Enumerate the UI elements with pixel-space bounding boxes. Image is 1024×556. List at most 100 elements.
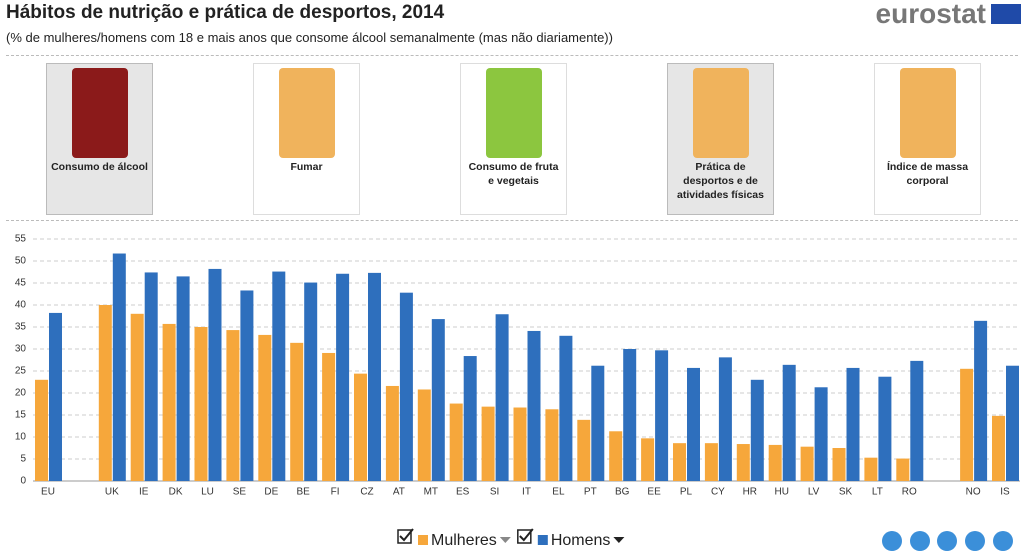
share-button[interactable] (910, 531, 930, 551)
bar (399, 292, 413, 481)
x-tick-label: LV (808, 487, 820, 498)
share-button[interactable] (937, 531, 957, 551)
x-tick-label: EU (41, 487, 55, 498)
x-tick-label: CY (711, 487, 725, 498)
tile-icon (693, 68, 749, 158)
share-button[interactable] (882, 531, 902, 551)
tile-label: Fumar (290, 161, 323, 173)
tile[interactable]: Fumar (253, 63, 360, 215)
legend-dropdown[interactable] (613, 537, 625, 543)
legend-label[interactable]: Mulheres (431, 532, 497, 549)
legend-dropdown[interactable] (499, 537, 511, 543)
bar (864, 457, 878, 481)
x-tick-label: BG (615, 487, 630, 498)
bar (49, 312, 62, 481)
divider (6, 55, 1018, 56)
y-tick-label: 15 (15, 410, 27, 421)
bar (527, 330, 541, 481)
bar (463, 356, 477, 481)
y-tick-label: 20 (15, 388, 27, 399)
x-tick-label: DK (169, 487, 183, 498)
tile-label: Prática de desportos e de atividades fís… (677, 161, 764, 201)
y-tick-label: 35 (15, 322, 27, 333)
x-tick-label: IE (139, 487, 149, 498)
tile[interactable]: Consumo de fruta e vegetais (460, 63, 567, 215)
bar (368, 272, 381, 481)
bar (322, 352, 336, 481)
tile-label: Consumo de fruta e vegetais (468, 161, 559, 187)
bar (417, 389, 431, 481)
bar (814, 387, 828, 481)
tile-icon (279, 68, 335, 158)
tile[interactable]: Consumo de álcool (46, 63, 153, 215)
bar (623, 349, 637, 481)
y-tick-label: 5 (20, 454, 26, 465)
bar (481, 406, 495, 481)
y-tick-label: 10 (15, 432, 27, 443)
bar (750, 379, 764, 481)
x-tick-label: SK (839, 487, 853, 498)
bar (878, 376, 892, 481)
tile-icon (72, 68, 128, 158)
bar (846, 367, 860, 481)
bar (144, 272, 158, 481)
bar (687, 367, 700, 481)
y-tick-label: 45 (15, 278, 27, 289)
bar (240, 290, 254, 481)
x-tick-label: CZ (360, 487, 373, 498)
bar (641, 438, 655, 481)
y-tick-label: 40 (15, 300, 27, 311)
title: Hábitos de nutrição e prática de desport… (6, 2, 445, 23)
x-tick-label: IT (522, 487, 531, 498)
bar (782, 364, 796, 481)
divider (6, 220, 1018, 221)
bar (208, 268, 222, 481)
bar (768, 444, 782, 481)
tile[interactable]: Índice de massa corporal (874, 63, 981, 215)
bar (354, 373, 367, 481)
bar (832, 448, 846, 481)
x-tick-label: IS (1000, 487, 1010, 498)
bar (98, 305, 112, 481)
legend-checkbox[interactable] (397, 529, 412, 544)
share-button[interactable] (993, 531, 1013, 551)
bar (591, 365, 605, 481)
subtitle: (% de mulheres/homens com 18 e mais anos… (6, 30, 613, 45)
y-tick-label: 55 (15, 234, 27, 245)
x-tick-label: RO (902, 487, 917, 498)
bar (304, 282, 318, 481)
bar (495, 314, 509, 481)
bar (385, 385, 399, 481)
bar (112, 253, 126, 481)
bar (336, 273, 350, 481)
legend-checkbox[interactable] (517, 529, 532, 544)
bar (896, 458, 910, 481)
tile-label: Índice de massa corporal (886, 161, 969, 187)
legend-check (519, 528, 534, 542)
legend-swatch (537, 535, 548, 545)
x-tick-label: SE (233, 487, 247, 498)
bar (992, 415, 1005, 481)
legend-label[interactable]: Homens (551, 532, 611, 549)
x-tick-label: LT (872, 487, 883, 498)
x-tick-label: ES (456, 487, 470, 498)
bar (910, 360, 924, 481)
bar (974, 320, 988, 481)
tile-icon (900, 68, 956, 158)
x-tick-label: EL (552, 487, 565, 498)
bar (577, 419, 591, 481)
x-tick-label: AT (393, 487, 405, 498)
bar (559, 335, 573, 481)
bar (290, 342, 304, 481)
tile[interactable]: Prática de desportos e de atividades fís… (667, 63, 774, 215)
bar (960, 368, 974, 481)
legend-check (399, 528, 414, 542)
x-tick-label: BE (297, 487, 311, 498)
bar (800, 446, 814, 481)
y-tick-label: 25 (15, 366, 27, 377)
bar (194, 327, 208, 481)
x-tick-label: HR (743, 487, 757, 498)
share-button[interactable] (965, 531, 985, 551)
